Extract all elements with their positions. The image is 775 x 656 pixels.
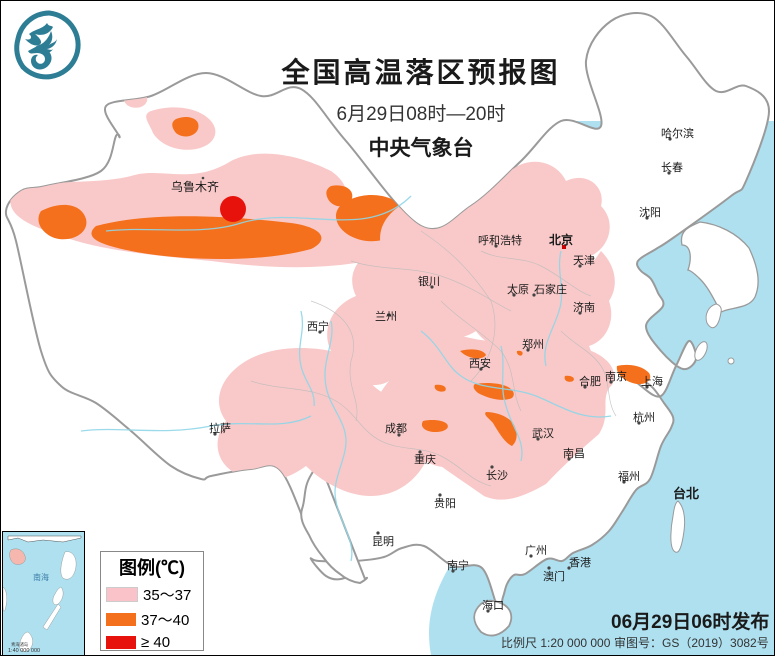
svg-text:南京: 南京 <box>605 369 627 383</box>
svg-text:合肥: 合肥 <box>579 374 601 388</box>
svg-text:澳门: 澳门 <box>543 569 565 583</box>
svg-text:昆明: 昆明 <box>372 535 394 548</box>
svg-text:银川: 银川 <box>418 274 440 288</box>
svg-text:天津: 天津 <box>573 254 595 267</box>
svg-text:比例尺 1:20 000 000: 比例尺 1:20 000 000 <box>501 636 611 650</box>
svg-text:南宁: 南宁 <box>447 558 469 572</box>
svg-text:乌鲁木齐: 乌鲁木齐 <box>171 179 219 194</box>
svg-text:西安: 西安 <box>469 356 491 370</box>
svg-text:兰州: 兰州 <box>375 310 397 323</box>
svg-text:石家庄: 石家庄 <box>534 282 567 296</box>
svg-text:南昌: 南昌 <box>563 447 585 460</box>
svg-text:海口: 海口 <box>482 598 504 612</box>
svg-text:北京: 北京 <box>549 232 573 247</box>
svg-text:长春: 长春 <box>661 161 683 174</box>
svg-text:06月29日06时发布: 06月29日06时发布 <box>611 610 769 633</box>
svg-text:武汉: 武汉 <box>532 427 554 440</box>
svg-text:拉萨: 拉萨 <box>209 421 231 435</box>
svg-text:沈阳: 沈阳 <box>639 205 661 219</box>
svg-text:杭州: 杭州 <box>633 410 655 424</box>
svg-text:重庆: 重庆 <box>414 452 436 466</box>
svg-text:青海渚岛: 青海渚岛 <box>11 641 28 648</box>
svg-text:成都: 成都 <box>385 422 407 435</box>
svg-text:福州: 福州 <box>618 469 640 483</box>
svg-text:太原: 太原 <box>507 283 529 296</box>
svg-text:审图号：GS（2019）3082号: 审图号：GS（2019）3082号 <box>614 635 769 650</box>
svg-text:南海: 南海 <box>33 572 49 582</box>
svg-text:长沙: 长沙 <box>486 469 508 482</box>
svg-text:西宁: 西宁 <box>307 319 329 333</box>
svg-text:1:40 000 000: 1:40 000 000 <box>8 648 40 654</box>
svg-text:台北: 台北 <box>673 486 699 501</box>
svg-text:广州: 广州 <box>525 544 547 557</box>
svg-text:香港: 香港 <box>569 556 591 569</box>
svg-text:呼和浩特: 呼和浩特 <box>478 233 522 247</box>
svg-text:贵阳: 贵阳 <box>434 497 456 510</box>
svg-text:郑州: 郑州 <box>522 337 544 351</box>
svg-text:上海: 上海 <box>641 374 663 388</box>
svg-text:济南: 济南 <box>573 300 595 314</box>
